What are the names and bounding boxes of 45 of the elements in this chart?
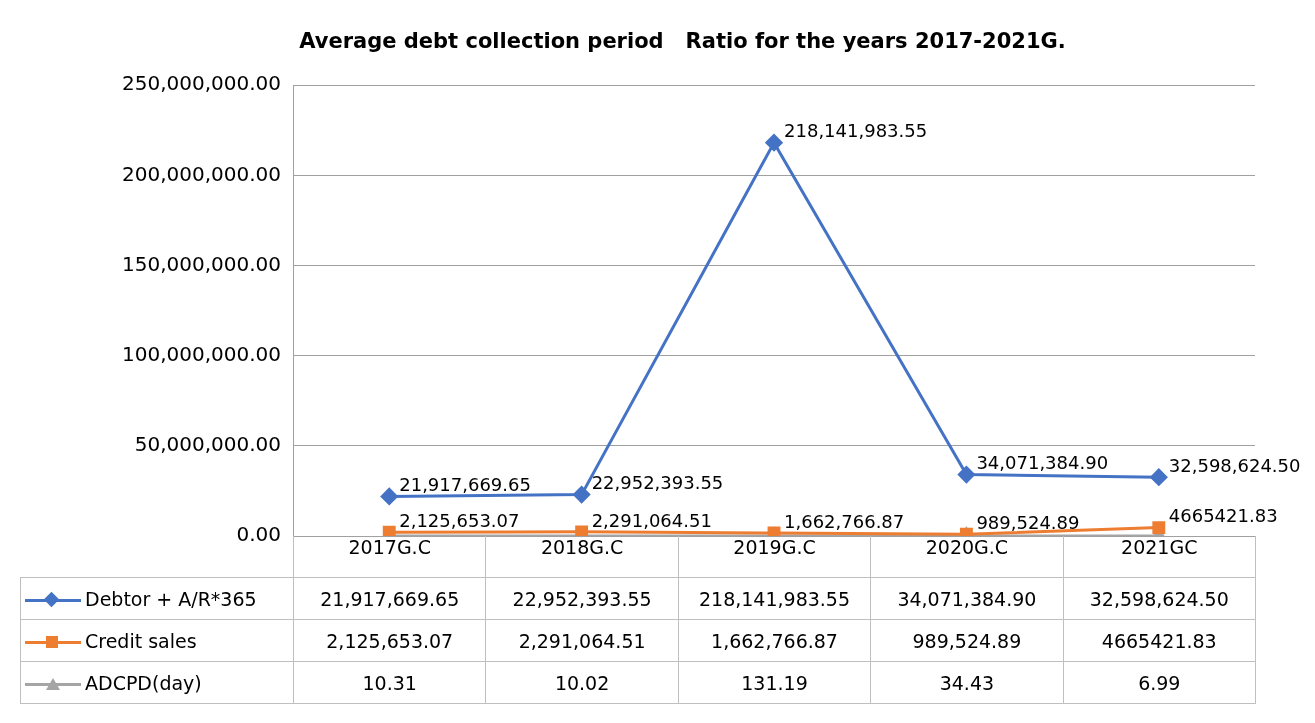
text: 32,598,624.50 bbox=[1168, 454, 1301, 476]
point bbox=[380, 487, 398, 505]
text: 4665421.83 bbox=[1168, 505, 1278, 527]
text: 1,662,766.87 bbox=[784, 510, 905, 532]
text: 22,952,393.55 bbox=[591, 472, 724, 494]
data-label: 34,071,384.90 bbox=[870, 577, 1064, 620]
data-label: 1,662,766.87 bbox=[678, 619, 871, 662]
chart-title: Average debt collection period Ratio for the years 2017-2021G. bbox=[299, 29, 1066, 54]
y-tick-label: 0.00 bbox=[236, 522, 282, 547]
data-label: 10.02 bbox=[485, 661, 679, 704]
point bbox=[1150, 468, 1168, 486]
x-tick-label: 2019G.C bbox=[678, 536, 871, 578]
data-label: 6.99 bbox=[1063, 661, 1256, 704]
y-tick-label: 150,000,000.00 bbox=[122, 251, 282, 276]
x-tick-label: 2017G.C bbox=[293, 536, 486, 578]
text: 34,071,384.90 bbox=[976, 452, 1109, 474]
data-label: 989,524.89 bbox=[870, 619, 1064, 662]
data-label: 32,598,624.50 bbox=[1063, 577, 1256, 620]
text: 218,141,983.55 bbox=[784, 120, 928, 142]
x-tick-label: 2018G.C bbox=[485, 536, 679, 578]
y-tick-label: 200,000,000.00 bbox=[122, 161, 282, 186]
x-tick-label: 2021GC bbox=[1063, 536, 1256, 578]
data-label: 2,125,653.07 bbox=[293, 619, 486, 662]
data-label: 34.43 bbox=[870, 661, 1064, 704]
point bbox=[765, 134, 783, 152]
legend-label: Debtor + A/R*365 bbox=[20, 577, 294, 620]
data-label: 21,917,669.65 bbox=[293, 577, 486, 620]
data-label: 131.19 bbox=[678, 661, 871, 704]
text: 989,524.89 bbox=[976, 511, 1080, 533]
point bbox=[957, 466, 975, 484]
legend-label: ADCPD(day) bbox=[20, 661, 294, 704]
legend-label: Credit sales bbox=[20, 619, 294, 662]
text: 2,291,064.51 bbox=[591, 509, 712, 531]
data-label: 4665421.83 bbox=[1063, 619, 1256, 662]
data-label: 10.31 bbox=[293, 661, 486, 704]
text: 21,917,669.65 bbox=[399, 474, 531, 496]
x-tick-label: 2020G.C bbox=[870, 536, 1064, 578]
data-label: 218,141,983.55 bbox=[678, 577, 871, 620]
y-tick-label: 50,000,000.00 bbox=[134, 432, 282, 457]
y-tick-label: 100,000,000.00 bbox=[122, 341, 282, 366]
point bbox=[573, 486, 591, 504]
data-label: 22,952,393.55 bbox=[485, 577, 679, 620]
text: 2,125,653.07 bbox=[399, 509, 520, 531]
data-label: 2,291,064.51 bbox=[485, 619, 679, 662]
y-tick-label: 250,000,000.00 bbox=[122, 71, 282, 96]
